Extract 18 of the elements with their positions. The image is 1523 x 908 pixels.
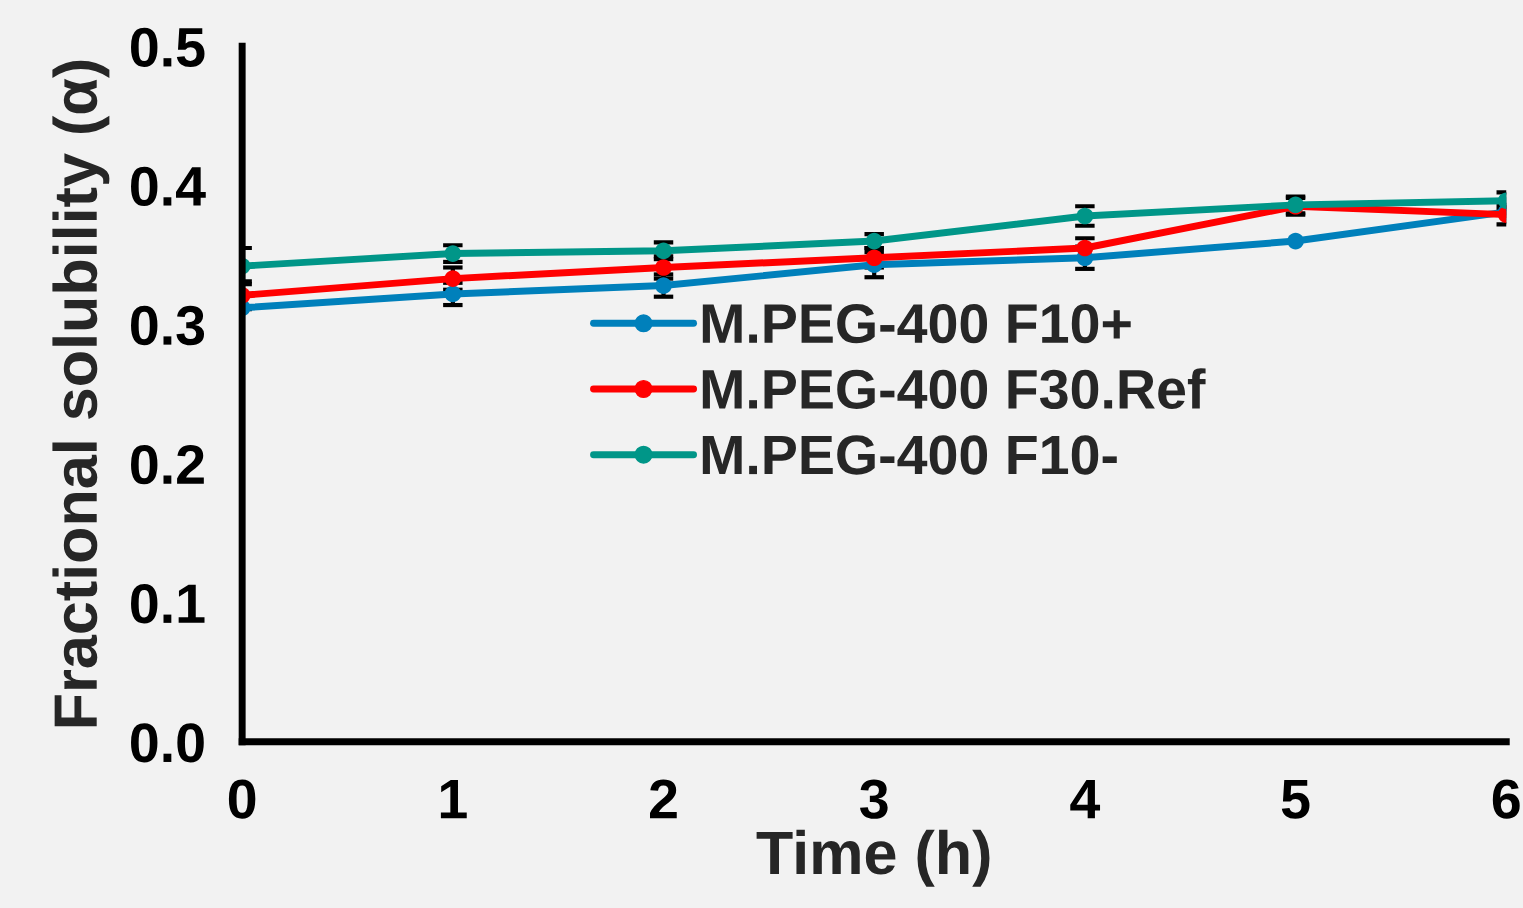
y-tick-label: 0.5 <box>131 27 205 67</box>
x-tick-label: 5 <box>1281 779 1310 819</box>
x-tick-label: 2 <box>650 779 677 819</box>
x-tick-label: 4 <box>1070 779 1101 819</box>
x-tick-label: 0 <box>228 779 256 819</box>
x-tick-label: 6 <box>1492 779 1520 819</box>
y-tick-label: 0.3 <box>131 305 205 346</box>
y-tick-label: 0.1 <box>131 584 205 624</box>
y-tick-label: 0.4 <box>131 166 206 207</box>
legend-label: M.PEG-400 F10+ <box>702 303 1131 344</box>
legend-label: M.PEG-400 F10- <box>702 435 1117 475</box>
x-axis-title: Time (h) <box>756 829 990 887</box>
x-tick-label: 1 <box>440 779 467 819</box>
y-tick-label: 0.2 <box>131 444 204 485</box>
legend-label: M.PEG-400 F30.Ref <box>702 368 1206 410</box>
y-tick-label: 0.0 <box>131 723 204 763</box>
y-axis-title: Fractional solubility (α) <box>52 60 110 727</box>
x-tick-label: 3 <box>860 779 888 819</box>
